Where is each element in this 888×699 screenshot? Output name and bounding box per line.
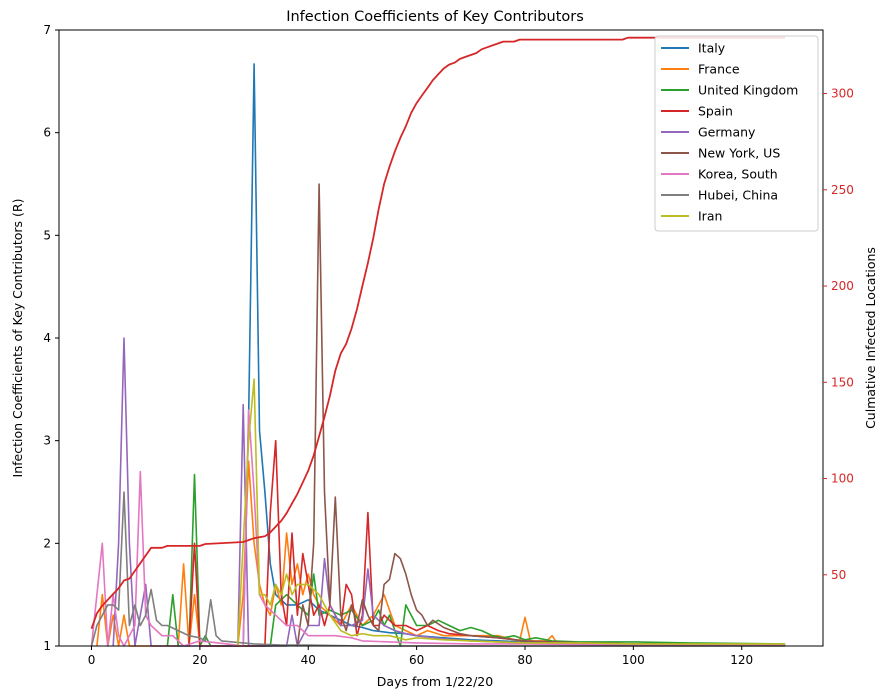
secondary-series-line	[90, 36, 786, 629]
y2-tick-label-5: 300	[831, 87, 854, 101]
y-tick-label-0: 1	[43, 639, 51, 653]
series-line-5	[296, 183, 786, 647]
y-tick-label-4: 5	[43, 228, 51, 242]
legend-label-1: France	[698, 62, 740, 77]
series-line-4	[112, 337, 786, 647]
y-tick-label-2: 3	[43, 434, 51, 448]
x-tick-label-3: 60	[409, 653, 424, 667]
legend-label-2: United Kingdom	[698, 83, 798, 98]
y-tick-label-5: 6	[43, 126, 51, 140]
series-line-6	[90, 409, 786, 647]
x-tick-label-0: 0	[88, 653, 96, 667]
legend-label-8: Iran	[698, 209, 722, 224]
x-tick-label-4: 80	[517, 653, 532, 667]
y-axis-right: 50 100 150 200 250 300	[823, 87, 854, 582]
y2-tick-label-4: 250	[831, 183, 854, 197]
series-line-3	[188, 439, 786, 647]
x-tick-label-2: 40	[301, 653, 316, 667]
legend-label-5: New York, US	[698, 146, 780, 161]
y-tick-label-1: 2	[43, 536, 51, 550]
x-axis-label: Days from 1/22/20	[377, 674, 493, 689]
legend-box	[654, 35, 819, 232]
series-line-0	[242, 63, 786, 647]
y2-tick-label-1: 100	[831, 472, 854, 486]
y-tick-label-3: 4	[43, 331, 51, 345]
y2-axis-label: Culmative Infected Locations	[863, 247, 878, 429]
x-tick-label-5: 100	[622, 653, 645, 667]
legend-label-0: Italy	[698, 41, 726, 56]
x-tick-label-6: 120	[730, 653, 753, 667]
y2-tick-label-3: 200	[831, 279, 854, 293]
legend-label-6: Korea, South	[698, 167, 778, 182]
x-axis: 0 20 40 60 80 100 120	[88, 646, 753, 667]
y-tick-label-6: 7	[43, 23, 51, 37]
legend-label-7: Hubei, China	[698, 188, 778, 203]
legend: Italy France United Kingdom Spain Germany New…	[654, 35, 819, 232]
y-axis-left: 1 2 3 4 5 6 7	[43, 23, 59, 653]
y-axis-label: Infection Coefficients of Key Contributo…	[10, 199, 25, 478]
x-tick-label-1: 20	[192, 653, 207, 667]
y2-tick-label-2: 150	[831, 375, 854, 389]
legend-label-4: Germany	[698, 125, 756, 140]
chart-title: Infection Coefficients of Key Contributo…	[286, 9, 584, 25]
series-line-8	[237, 378, 786, 647]
series-line-7	[90, 491, 786, 647]
y2-tick-label-0: 50	[831, 568, 846, 582]
legend-label-3: Spain	[698, 104, 733, 119]
